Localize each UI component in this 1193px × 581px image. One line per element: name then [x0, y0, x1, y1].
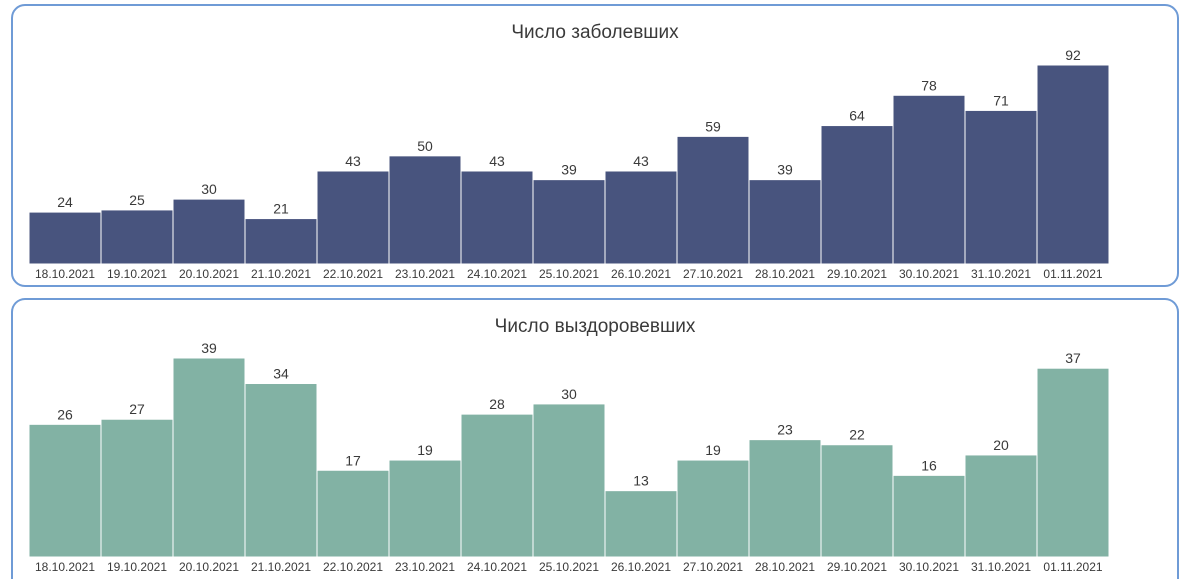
bar-value-label: 28 — [489, 396, 505, 412]
bar-value-label: 30 — [561, 386, 577, 402]
bar-value-label: 78 — [921, 77, 937, 93]
bar-value-label: 59 — [705, 118, 721, 134]
bar-value-label: 23 — [777, 422, 793, 438]
bar — [316, 170, 390, 265]
bar — [172, 357, 246, 558]
bar-value-label: 71 — [993, 92, 1009, 108]
bar-value-label: 39 — [201, 340, 217, 356]
x-tick-label: 29.10.2021 — [827, 560, 887, 574]
x-tick-label: 21.10.2021 — [251, 267, 311, 281]
x-tick-label: 31.10.2021 — [971, 560, 1031, 574]
bar-value-label: 16 — [921, 457, 937, 473]
chart-title: Число выздоровевших — [494, 316, 696, 337]
bar — [748, 439, 822, 558]
bar-value-label: 50 — [417, 138, 433, 154]
bar-value-label: 19 — [417, 442, 433, 458]
x-tick-label: 18.10.2021 — [35, 560, 95, 574]
bar-value-label: 17 — [345, 452, 361, 468]
chart-title: Число заболевших — [511, 22, 679, 43]
x-tick-label: 20.10.2021 — [179, 267, 239, 281]
bar — [892, 94, 966, 265]
bar-value-label: 27 — [129, 401, 145, 417]
bar — [316, 469, 390, 558]
x-tick-label: 22.10.2021 — [323, 560, 383, 574]
bar-value-label: 21 — [273, 201, 289, 217]
bar-value-label: 24 — [57, 194, 73, 210]
bar — [28, 423, 102, 558]
bar — [604, 170, 678, 265]
bar — [1036, 367, 1110, 558]
x-tick-label: 30.10.2021 — [899, 267, 959, 281]
x-tick-label: 30.10.2021 — [899, 560, 959, 574]
bar — [244, 383, 318, 558]
bar — [172, 198, 246, 265]
x-tick-label: 27.10.2021 — [683, 267, 743, 281]
bar-value-label: 64 — [849, 108, 865, 124]
bar-value-label: 22 — [849, 427, 865, 443]
x-tick-label: 20.10.2021 — [179, 560, 239, 574]
bar-value-label: 25 — [129, 192, 145, 208]
bar — [820, 125, 894, 265]
bar-value-label: 20 — [993, 437, 1009, 453]
x-tick-label: 22.10.2021 — [323, 267, 383, 281]
bar — [244, 218, 318, 265]
x-tick-label: 01.11.2021 — [1043, 267, 1102, 281]
x-tick-label: 27.10.2021 — [683, 560, 743, 574]
bar-value-label: 13 — [633, 473, 649, 489]
x-tick-label: 19.10.2021 — [107, 267, 167, 281]
bar — [676, 459, 750, 558]
x-tick-label: 19.10.2021 — [107, 560, 167, 574]
x-tick-label: 25.10.2021 — [539, 560, 599, 574]
x-tick-label: 01.11.2021 — [1043, 560, 1102, 574]
bar-value-label: 19 — [705, 442, 721, 458]
bar-value-label: 30 — [201, 181, 217, 197]
bar — [388, 459, 462, 558]
bar — [820, 444, 894, 558]
bar — [964, 109, 1038, 265]
x-tick-label: 18.10.2021 — [35, 267, 95, 281]
x-tick-label: 31.10.2021 — [971, 267, 1031, 281]
bar — [532, 403, 606, 558]
bar-value-label: 92 — [1065, 47, 1081, 63]
x-tick-label: 26.10.2021 — [611, 560, 671, 574]
bar — [676, 135, 750, 265]
bar-value-label: 37 — [1065, 350, 1081, 366]
bar — [604, 490, 678, 558]
x-tick-label: 23.10.2021 — [395, 560, 455, 574]
x-tick-label: 24.10.2021 — [467, 267, 527, 281]
bar — [388, 155, 462, 265]
bar — [460, 170, 534, 265]
bar-value-label: 34 — [273, 366, 289, 382]
bar-value-label: 39 — [777, 162, 793, 178]
x-tick-label: 23.10.2021 — [395, 267, 455, 281]
bar-value-label: 43 — [489, 153, 505, 169]
bar — [1036, 64, 1110, 265]
bar-chart-recovered: 26 18.10.2021 27 19.10.2021 39 20.10.2021 34 21… — [28, 340, 1110, 574]
x-tick-label: 24.10.2021 — [467, 560, 527, 574]
x-tick-label: 25.10.2021 — [539, 267, 599, 281]
x-tick-label: 29.10.2021 — [827, 267, 887, 281]
bar — [964, 454, 1038, 558]
bar — [460, 413, 534, 558]
bar — [28, 211, 102, 265]
bar — [100, 418, 174, 558]
bar-value-label: 26 — [57, 406, 73, 422]
x-tick-label: 28.10.2021 — [755, 560, 815, 574]
bar — [532, 179, 606, 265]
x-tick-label: 26.10.2021 — [611, 267, 671, 281]
bar — [892, 474, 966, 558]
bar — [100, 209, 174, 265]
bar-value-label: 43 — [345, 153, 361, 169]
bar-value-label: 43 — [633, 153, 649, 169]
bar-chart-infected: 24 18.10.2021 25 19.10.2021 30 20.10.2021 21 21… — [28, 47, 1110, 281]
x-tick-label: 21.10.2021 — [251, 560, 311, 574]
chart-panel-recovered: Число выздоровевших 26 18.10.2021 27 19.10.… — [11, 298, 1179, 579]
x-tick-label: 28.10.2021 — [755, 267, 815, 281]
chart-panel-infected: Число заболевших 24 18.10.2021 25 19.10.202… — [11, 4, 1179, 287]
bar-value-label: 39 — [561, 162, 577, 178]
bar — [748, 179, 822, 265]
